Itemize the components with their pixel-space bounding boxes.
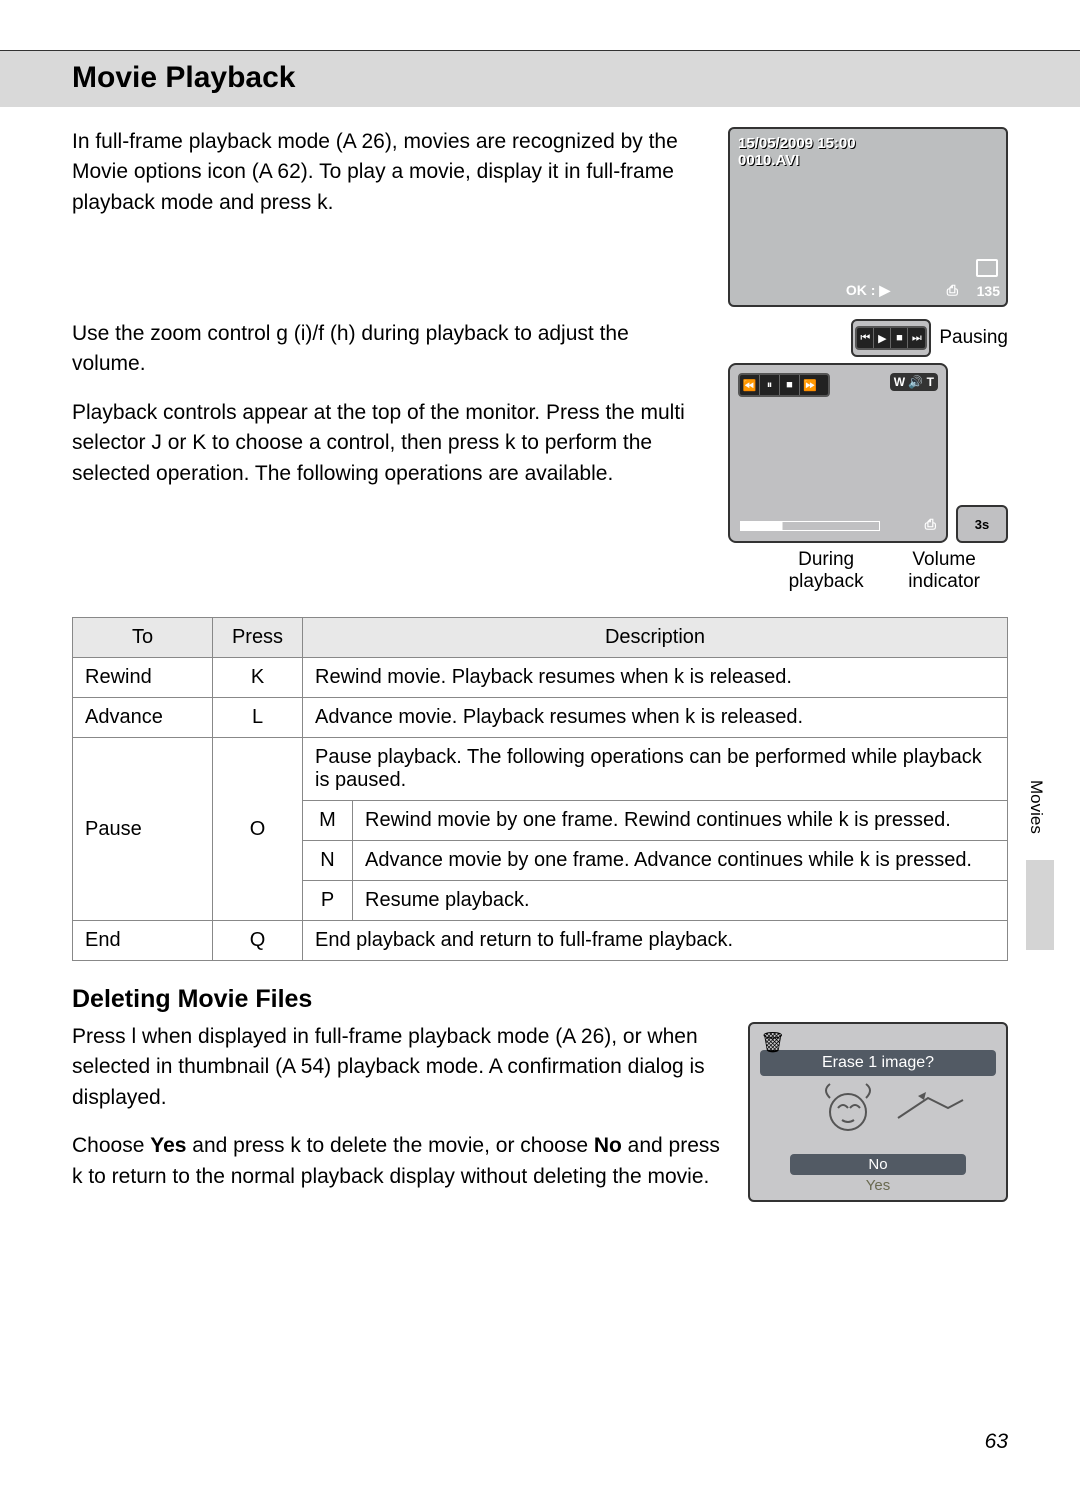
delete-para-2: Choose Yes and press k to delete the mov… xyxy=(72,1131,724,1192)
forward-icon: ⏩ xyxy=(800,375,820,395)
erase-title: Erase 1 image? xyxy=(760,1050,996,1076)
rewind-frame-icon: ⏮ xyxy=(857,328,874,348)
erase-option-yes[interactable]: Yes xyxy=(750,1177,1006,1194)
erase-illustration xyxy=(750,1076,1006,1136)
memory-icon: ⎙ xyxy=(947,283,958,299)
page-title: Movie Playback xyxy=(72,61,1008,95)
cell-desc: Pause playback. The following operations… xyxy=(303,738,1008,801)
advance-frame-icon: ⏭ xyxy=(908,328,925,348)
cell-sub-desc: Resume playback. xyxy=(353,881,1008,921)
during-playback-screen: ⏪ ⏸ ■ ⏩ W 🔊 T ⎙ xyxy=(728,363,948,543)
screen-file: 0010.AVI xyxy=(738,152,799,169)
play-icon: ▶ xyxy=(874,328,891,348)
page-number: 63 xyxy=(985,1430,1008,1454)
volume-indicator-label: Volume indicator xyxy=(884,549,1004,593)
operations-table: To Press Description Rewind K Rewind mov… xyxy=(72,617,1008,961)
time-remaining: 3s xyxy=(975,517,989,532)
during-playback-label: During playback xyxy=(768,549,884,593)
cell-press: L xyxy=(213,698,303,738)
memory-icon-2: ⎙ xyxy=(925,517,936,533)
cell-press: Q xyxy=(213,921,303,961)
pausing-label: Pausing xyxy=(939,327,1008,349)
screen-count: 135 xyxy=(977,283,1000,299)
intro-para-1: In full-frame playback mode (A 26), movi… xyxy=(72,127,704,218)
trash-icon: 🗑 xyxy=(760,1030,785,1055)
col-press: Press xyxy=(213,618,303,658)
stop-icon-2: ■ xyxy=(780,375,800,395)
pause-icon: ⏸ xyxy=(760,375,780,395)
erase-confirmation-screen: 🗑 Erase 1 image? No Yes xyxy=(748,1022,1008,1202)
cell-desc: Rewind movie. Playback resumes when k is… xyxy=(303,658,1008,698)
intro-row-2: Use the zoom control g (i)/f (h) during … xyxy=(72,319,1008,593)
cell-press: K xyxy=(213,658,303,698)
cell-to: End xyxy=(73,921,213,961)
table-row: End Q End playback and return to full-fr… xyxy=(73,921,1008,961)
ok-play-icon: OK : ▶ xyxy=(846,282,890,299)
side-tab-label: Movies xyxy=(1026,780,1046,834)
intro-row-1: In full-frame playback mode (A 26), movi… xyxy=(72,127,1008,307)
table-row: Advance L Advance movie. Playback resume… xyxy=(73,698,1008,738)
volume-wt-icon: W 🔊 T xyxy=(890,373,938,391)
cell-to: Pause xyxy=(73,738,213,921)
playback-screen-preview: 15/05/2009 15:00 0010.AVI OK : ▶ ⎙ 135 xyxy=(728,127,1008,307)
rewind-icon: ⏪ xyxy=(740,375,760,395)
screen-date: 15/05/2009 15:00 xyxy=(738,135,856,152)
progress-bar xyxy=(740,521,880,531)
col-desc: Description xyxy=(303,618,1008,658)
cell-sub-press: P xyxy=(303,881,353,921)
tv-icon xyxy=(976,259,998,277)
intro-para-2: Use the zoom control g (i)/f (h) during … xyxy=(72,319,704,380)
cell-to: Advance xyxy=(73,698,213,738)
table-row: Rewind K Rewind movie. Playback resumes … xyxy=(73,658,1008,698)
cell-desc: End playback and return to full-frame pl… xyxy=(303,921,1008,961)
header-bar: Movie Playback xyxy=(0,50,1080,107)
cell-desc: Advance movie. Playback resumes when k i… xyxy=(303,698,1008,738)
cell-sub-desc: Advance movie by one frame. Advance cont… xyxy=(353,841,1008,881)
cell-sub-press: M xyxy=(303,801,353,841)
delete-para-1: Press l when displayed in full-frame pla… xyxy=(72,1022,724,1113)
stop-icon: ■ xyxy=(891,328,908,348)
cell-sub-desc: Rewind movie by one frame. Rewind contin… xyxy=(353,801,1008,841)
col-to: To xyxy=(73,618,213,658)
pause-controls-mini: ⏮ ▶ ■ ⏭ xyxy=(851,319,931,357)
deleting-heading: Deleting Movie Files xyxy=(72,985,1008,1014)
playback-diagram: ⏮ ▶ ■ ⏭ Pausing ⏪ ⏸ ■ ⏩ W 🔊 T xyxy=(728,319,1008,593)
intro-para-3: Playback controls appear at the top of t… xyxy=(72,398,704,489)
delete-section: Press l when displayed in full-frame pla… xyxy=(72,1022,1008,1210)
time-remaining-box: 3s xyxy=(956,505,1008,543)
cell-to: Rewind xyxy=(73,658,213,698)
erase-option-no[interactable]: No xyxy=(790,1154,966,1175)
cell-sub-press: N xyxy=(303,841,353,881)
cell-press: O xyxy=(213,738,303,921)
side-tab-block xyxy=(1026,860,1054,950)
table-row: Pause O Pause playback. The following op… xyxy=(73,738,1008,801)
